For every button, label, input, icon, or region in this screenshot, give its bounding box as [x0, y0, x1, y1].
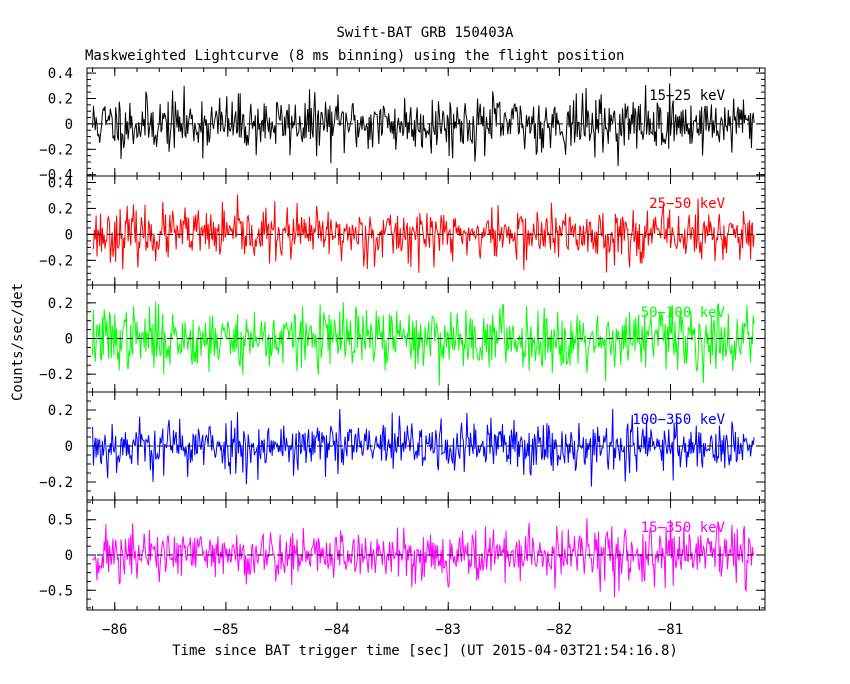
band-label-5: 15−350 keV: [641, 520, 726, 536]
band-label-2: 25−50 keV: [649, 196, 725, 212]
series-line-4: [92, 408, 755, 487]
panel-stack: −0.4 −0.2 0 0.2 0.4 15−25 keV −0.2 0 0.2 0.4 25−50…: [39, 66, 766, 638]
y-axis-label: Counts/sec/det: [10, 283, 26, 401]
y-tick-label: 0: [65, 332, 73, 348]
y-tick-label: −0.2: [39, 367, 73, 383]
band-label-1: 15−25 keV: [649, 88, 725, 104]
x-tick-label: −85: [213, 622, 238, 638]
x-axis-label: Time since BAT trigger time [sec] (UT 20…: [172, 643, 678, 659]
panel-3: −0.2 0 0.2 50−100 keV: [39, 284, 766, 393]
y-tick-label: −0.4: [39, 168, 73, 184]
x-tick-label: −81: [658, 622, 683, 638]
chart-title: Swift-BAT GRB 150403A: [336, 25, 514, 41]
x-tick-label: −84: [324, 622, 349, 638]
y-tick-label: −0.2: [39, 142, 73, 158]
y-tick-label: 0.5: [48, 513, 73, 529]
y-tick-label: 0.2: [48, 201, 73, 217]
y-tick-label: 0.2: [48, 403, 73, 419]
y-tick-label: −0.2: [39, 253, 73, 269]
x-tick-label: −86: [102, 622, 127, 638]
chart-subtitle: Maskweighted Lightcurve (8 ms binning) u…: [85, 48, 624, 64]
panel-4: −0.2 0 0.2 100−350 keV: [39, 391, 766, 501]
y-tick-label: −0.2: [39, 475, 73, 491]
series-line-5: [92, 518, 755, 598]
y-tick-label: 0: [65, 117, 73, 133]
y-tick-label: 0.2: [48, 296, 73, 312]
y-tick-label: 0.4: [48, 175, 73, 191]
y-tick-label: 0.2: [48, 91, 73, 107]
series-line-3: [92, 301, 755, 386]
series-line-2: [92, 194, 755, 273]
panel-5: −0.5 0 0.5 15−350 keV: [39, 499, 766, 611]
x-tick-label: −82: [547, 622, 572, 638]
y-tick-label: 0: [65, 439, 73, 455]
series-line-1: [92, 83, 755, 166]
panel-1: −0.4 −0.2 0 0.2 0.4 15−25 keV: [39, 66, 766, 184]
panel-2: −0.2 0 0.2 0.4 25−50 keV: [39, 175, 766, 286]
y-tick-label: 0: [65, 227, 73, 243]
x-tick-label: −83: [436, 622, 461, 638]
band-label-4: 100−350 keV: [632, 412, 725, 428]
y-tick-label: 0.4: [48, 66, 73, 82]
y-tick-label: −0.5: [39, 583, 73, 599]
y-tick-label: 0: [65, 548, 73, 564]
band-label-3: 50−100 keV: [641, 305, 726, 321]
